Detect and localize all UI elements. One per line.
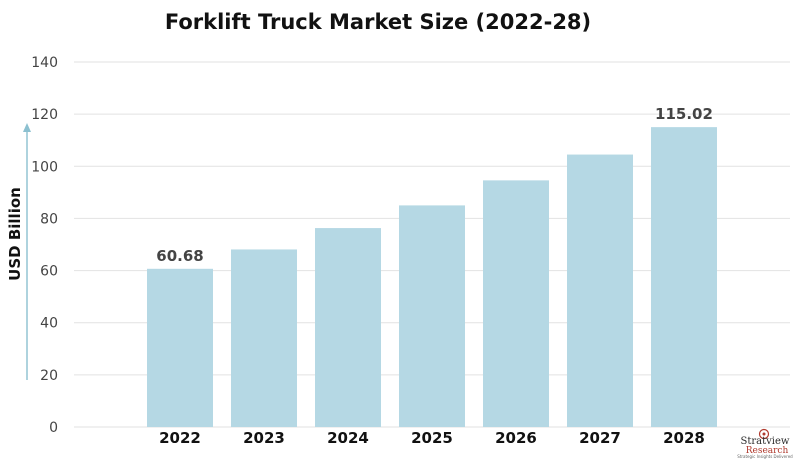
- bar-2027: [567, 154, 633, 427]
- logo-sub: Research: [746, 446, 789, 456]
- x-tick-label: 2026: [495, 429, 537, 447]
- x-tick-label: 2022: [159, 429, 201, 447]
- x-tick-label: 2027: [579, 429, 621, 447]
- data-label: 60.68: [156, 247, 203, 265]
- y-tick-label: 80: [40, 211, 58, 227]
- y-axis-ticks: 0 20 40 60 80 100 120 140: [31, 55, 58, 436]
- x-tick-label: 2025: [411, 429, 453, 447]
- bar-2026: [483, 180, 549, 427]
- x-axis-ticks: 2022 2023 2024 2025 2026 2027 2028: [159, 429, 705, 447]
- bar-2025: [399, 205, 465, 427]
- y-tick-label: 120: [31, 107, 58, 123]
- x-tick-label: 2028: [663, 429, 705, 447]
- y-tick-label: 0: [49, 420, 58, 436]
- y-tick-label: 40: [40, 316, 58, 332]
- target-icon: [758, 428, 770, 440]
- y-axis-label: USD Billion: [6, 187, 24, 281]
- x-tick-label: 2024: [327, 429, 369, 447]
- y-tick-label: 60: [40, 264, 58, 280]
- chart-title: Forklift Truck Market Size (2022-28): [165, 10, 591, 34]
- bar-2023: [231, 249, 297, 427]
- bars: [147, 127, 717, 427]
- data-label: 115.02: [655, 105, 713, 123]
- y-tick-label: 20: [40, 368, 58, 384]
- y-axis-arrow: [23, 123, 31, 380]
- bar-2022: [147, 268, 213, 427]
- x-tick-label: 2023: [243, 429, 285, 447]
- logo-name: Stratview: [741, 436, 790, 447]
- stratview-logo: Stratview Research Strategic Insights De…: [737, 428, 793, 459]
- bar-2028: [651, 127, 717, 427]
- bar-2024: [315, 228, 381, 427]
- y-tick-label: 140: [31, 55, 58, 71]
- y-tick-label: 100: [31, 159, 58, 175]
- data-labels: 60.68 115.02: [156, 105, 713, 265]
- logo-tagline: Strategic Insights Delivered: [737, 454, 793, 459]
